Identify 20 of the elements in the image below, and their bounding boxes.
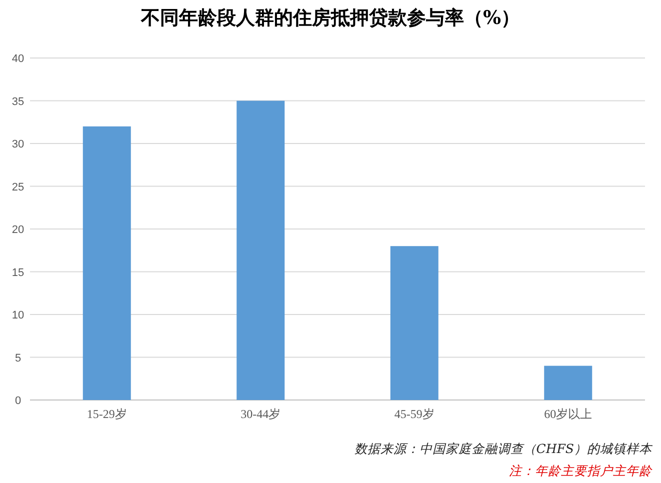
- bar: [544, 366, 592, 400]
- x-tick-label: 15-29岁: [86, 407, 127, 421]
- x-tick-label: 45-59岁: [394, 407, 434, 421]
- y-tick-label: 30: [12, 138, 24, 150]
- source-note: 数据来源：中国家庭金融调查（CHFS）的城镇样本: [354, 441, 653, 456]
- chart-title: 不同年龄段人群的住房抵押贷款参与率（%）: [140, 7, 520, 29]
- text: 注：年龄主要指户主年龄: [509, 463, 653, 478]
- y-tick-label: 20: [12, 224, 24, 236]
- x-tick-label: 30-44岁: [240, 407, 281, 421]
- y-tick-label: 35: [12, 96, 24, 108]
- y-tick-label: 25: [12, 181, 24, 194]
- bar: [390, 246, 438, 400]
- y-tick-label: 15: [12, 266, 24, 279]
- y-tick-label: 40: [12, 53, 24, 65]
- bar: [236, 100, 285, 400]
- x-tick-label: 60岁以上: [544, 407, 592, 421]
- y-tick-label: 10: [12, 310, 24, 322]
- bar: [82, 126, 131, 400]
- y-tick-label: 0: [14, 395, 22, 407]
- y-tick-label: 5: [14, 352, 22, 364]
